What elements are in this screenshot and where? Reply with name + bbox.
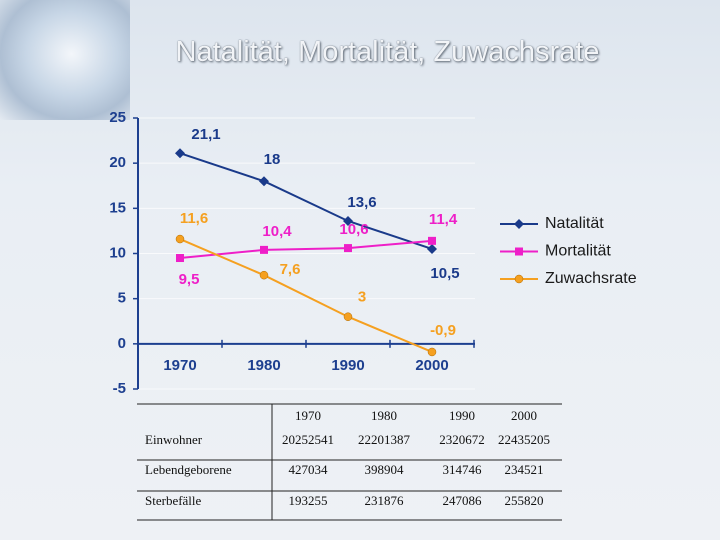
value-label: 10,5 [430,265,459,282]
row-label: Einwohner [145,432,203,447]
marker [175,148,185,159]
y-tick-label: 5 [118,290,126,307]
x-tick-label: 1970 [163,357,196,374]
marker [427,243,437,254]
table-cell: 234521 [505,462,544,477]
y-tick-label: -5 [113,380,126,397]
value-label: 11,4 [429,211,458,228]
series-line [179,238,433,353]
x-tick-label: 2000 [415,357,448,374]
series-line [179,239,433,260]
x-tick-label: 1990 [331,357,364,374]
table-header: 2000 [511,408,537,423]
value-label: 11,6 [180,210,208,227]
value-label: 3 [358,289,366,306]
table-cell: 314746 [443,462,483,477]
y-tick-label: 15 [109,199,126,216]
series-line [179,152,433,250]
y-tick-label: 20 [109,154,126,171]
marker [515,247,523,256]
x-tick-label: 1980 [247,357,280,374]
marker [259,270,269,280]
table-cell: 231876 [365,493,405,508]
value-label: 13,6 [347,194,376,211]
row-label: Sterbefälle [145,493,202,508]
table-cell: 247086 [443,493,483,508]
marker [176,254,184,263]
y-tick-label: 0 [118,335,126,352]
legend-label: Zuwachsrate [545,270,637,287]
table-cell: 2320672 [439,432,485,447]
photo [0,0,130,120]
legend-label: Natalität [545,215,604,232]
table-cell: 20252541 [282,432,334,447]
table-cell: 22201387 [358,432,411,447]
marker [175,234,185,244]
marker [259,176,269,187]
marker [428,236,436,245]
marker [514,219,524,229]
marker [260,245,268,254]
marker [344,244,352,253]
value-label: -0,9 [430,322,456,339]
marker [514,274,524,284]
legend-label: Mortalität [545,243,611,260]
value-label: 10,4 [262,223,292,240]
y-tick-label: 10 [109,244,126,261]
value-label: 10,6 [339,221,368,238]
marker [343,215,353,226]
y-tick-label: 25 [109,109,126,126]
table-header: 1980 [371,408,397,423]
marker [343,312,353,321]
table-cell: 427034 [289,462,329,477]
table-cell: 398904 [365,462,405,477]
table-header: 1990 [449,408,475,423]
value-label: 9,5 [179,271,200,288]
slide-title: Natalität, Mortalität, Zuwachsrate [175,36,600,68]
value-label: 21,1 [191,126,220,143]
row-label: Lebendgeborene [145,462,232,477]
marker [427,347,437,357]
value-label: 7,6 [280,261,301,278]
value-label: 18 [264,151,281,168]
table-cell: 193255 [289,493,328,508]
table-cell: 22435205 [498,432,550,447]
table-cell: 255820 [505,493,544,508]
table-header: 1970 [295,408,321,423]
